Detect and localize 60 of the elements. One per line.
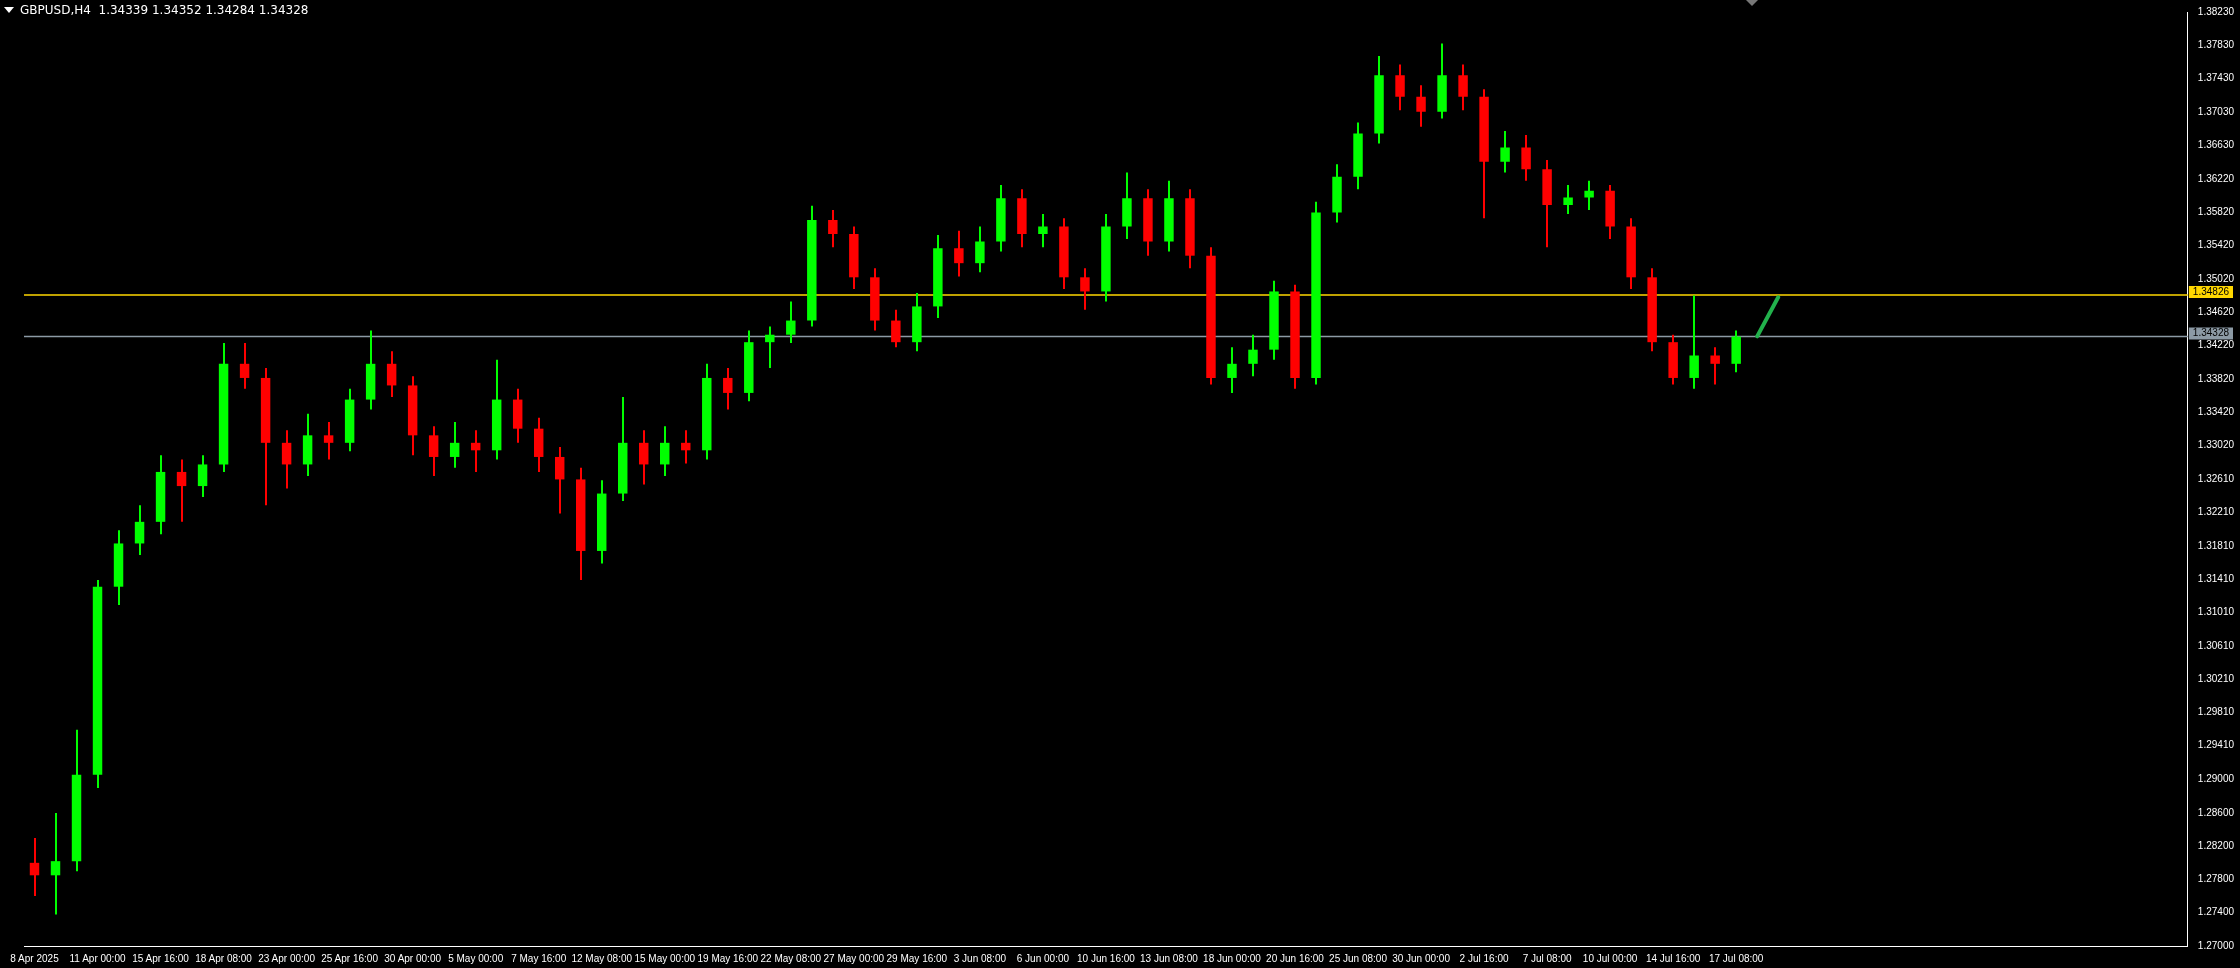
y-tick-label: 1.32610 [2197,473,2235,485]
x-tick-label: 10 Jul 00:00 [1582,952,1638,964]
y-tick-label: 1.31010 [2197,606,2235,618]
y-tick-label: 1.38230 [2197,5,2235,17]
y-tick-label: 1.37830 [2197,39,2235,51]
x-tick-label: 19 May 16:00 [697,952,759,964]
x-tick-label: 2 Jul 16:00 [1459,952,1509,964]
y-tick-label: 1.30610 [2197,639,2235,651]
x-tick-label: 10 Jun 16:00 [1077,952,1136,964]
y-tick-label: 1.35020 [2197,272,2235,284]
y-tick-label: 1.28600 [2197,806,2235,818]
x-tick-label: 8 Apr 2025 [10,952,60,964]
x-tick-label: 14 Jul 16:00 [1645,952,1701,964]
y-tick-label: 1.30210 [2197,672,2235,684]
y-tick-label: 1.33420 [2197,405,2235,417]
y-tick-label: 1.35820 [2197,206,2235,218]
x-tick-label: 23 Apr 00:00 [258,952,316,964]
y-tick-label: 1.27000 [2197,939,2235,951]
x-tick-label: 11 Apr 00:00 [69,952,126,964]
x-tick-label: 25 Apr 16:00 [321,952,379,964]
y-tick-label: 1.31810 [2197,539,2235,551]
y-tick-label: 1.37430 [2197,72,2235,84]
x-tick-label: 3 Jun 08:00 [953,952,1007,964]
y-tick-label: 1.33020 [2197,439,2235,451]
y-tick-label: 1.35420 [2197,239,2235,251]
x-tick-label: 27 May 00:00 [823,952,885,964]
y-tick-label: 1.29810 [2197,706,2235,718]
x-tick-label: 6 Jun 00:00 [1016,952,1070,964]
y-tick-label: 1.33820 [2197,372,2235,384]
x-tick-label: 29 May 16:00 [886,952,948,964]
x-tick-label: 15 Apr 16:00 [132,952,190,964]
x-tick-label: 18 Apr 08:00 [195,952,253,964]
x-tick-label: 7 Jul 08:00 [1522,952,1572,964]
x-tick-label: 22 May 08:00 [760,952,822,964]
x-tick-label: 13 Jun 08:00 [1140,952,1199,964]
y-tick-label: 1.32210 [2197,506,2235,518]
ref-line-label: 1.34826 [2192,285,2230,297]
x-tick-label: 17 Jul 08:00 [1708,952,1764,964]
x-tick-label: 25 Jun 08:00 [1329,952,1388,964]
x-tick-label: 15 May 00:00 [634,952,696,964]
y-tick-label: 1.27400 [2197,906,2235,918]
y-tick-label: 1.27800 [2197,873,2235,885]
y-tick-label: 1.34620 [2197,305,2235,317]
x-tick-label: 12 May 08:00 [571,952,633,964]
y-tick-label: 1.36220 [2197,172,2235,184]
ref-line-label: 1.34328 [2192,327,2230,339]
x-tick-label: 7 May 16:00 [511,952,567,964]
y-tick-label: 1.31410 [2197,572,2235,584]
x-tick-label: 30 Jun 00:00 [1392,952,1451,964]
y-tick-label: 1.29000 [2197,773,2235,785]
y-tick-label: 1.36630 [2197,138,2235,150]
y-tick-label: 1.28200 [2197,839,2235,851]
y-tick-label: 1.29410 [2197,739,2235,751]
x-tick-label: 5 May 00:00 [448,952,504,964]
y-tick-label: 1.37030 [2197,105,2235,117]
x-tick-label: 18 Jun 00:00 [1203,952,1262,964]
y-tick-label: 1.34220 [2197,339,2235,351]
x-tick-label: 30 Apr 00:00 [384,952,442,964]
x-tick-label: 20 Jun 16:00 [1266,952,1325,964]
chart-title: GBPUSD,H4 1.34339 1.34352 1.34284 1.34328 [20,3,309,17]
